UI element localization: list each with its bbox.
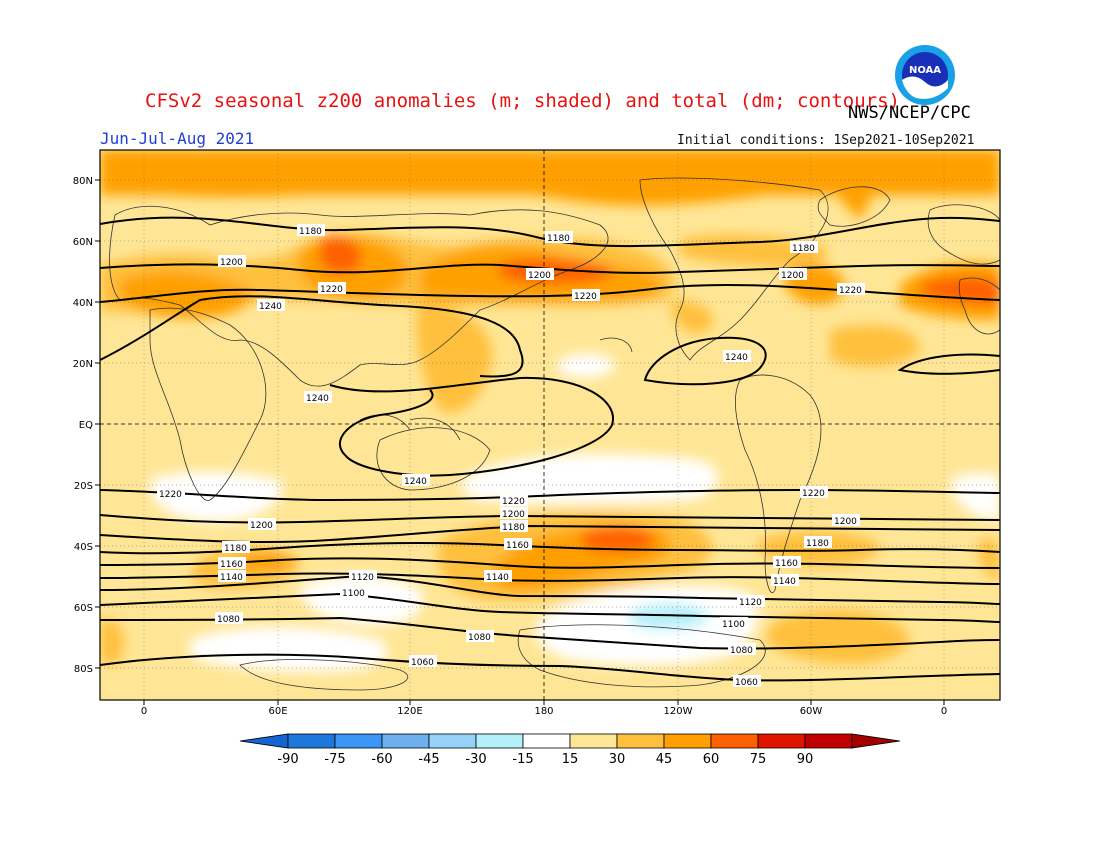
contour-label: 1180 (224, 544, 247, 554)
contour-label: 1100 (342, 589, 365, 599)
longitude-ticks (143, 700, 945, 705)
contour-label: 1220 (574, 292, 597, 302)
map-title: CFSv2 seasonal z200 anomalies (m; shaded… (145, 90, 900, 112)
lon-label: 60E (268, 706, 287, 717)
contour-label: 1120 (739, 598, 762, 608)
contour-label: 1200 (220, 258, 243, 268)
initial-conditions: Initial conditions: 1Sep2021-10Sep2021 (677, 133, 975, 148)
contour-label: 1060 (411, 658, 434, 668)
colorbar-label: -15 (512, 752, 533, 767)
lat-label: 60S (74, 603, 93, 614)
colorbar-label: -90 (277, 752, 298, 767)
colorbar-swatch (804, 733, 853, 749)
contour-label: 1160 (506, 541, 529, 551)
colorbar-label: -45 (418, 752, 439, 767)
lon-label: 180 (534, 706, 553, 717)
colorbar-swatch (757, 733, 806, 749)
colorbar-swatch (287, 733, 336, 749)
lat-label: 40S (74, 542, 93, 553)
contour-label: 1060 (735, 678, 758, 688)
colorbar-swatch (569, 733, 618, 749)
latitude-ticks (95, 179, 100, 669)
colorbar: -90 -75 -60 -45 -30 -15 15 30 45 60 75 90 (239, 733, 901, 767)
lon-label: 0 (141, 706, 147, 717)
colorbar-label: -75 (324, 752, 345, 767)
contour-label: 1200 (834, 517, 857, 527)
colorbar-label: 90 (797, 752, 814, 767)
contour-label: 1240 (725, 353, 748, 363)
colorbar-swatch (334, 733, 383, 749)
contour-label: 1200 (250, 521, 273, 531)
noaa-logo-icon: NOAA (895, 45, 955, 105)
contour-label: 1220 (320, 285, 343, 295)
height-contours (100, 216, 1000, 682)
lat-label: 80S (74, 664, 93, 675)
contour-label: 1140 (220, 573, 243, 583)
contour-label: 1240 (404, 477, 427, 487)
lon-label: 120E (397, 706, 422, 717)
lon-label: 60W (800, 706, 823, 717)
contour-label: 1080 (730, 646, 753, 656)
contour-label: 1100 (722, 620, 745, 630)
contour-label: 1160 (775, 559, 798, 569)
colorbar-label: 45 (656, 752, 673, 767)
contour-label: 1140 (773, 577, 796, 587)
colorbar-label: 15 (562, 752, 579, 767)
lon-label: 120W (664, 706, 693, 717)
map-frame (99, 149, 1001, 701)
forecast-period: Jun-Jul-Aug 2021 (100, 129, 255, 148)
contour-label: 1140 (486, 573, 509, 583)
colorbar-label: 30 (609, 752, 626, 767)
lat-label: 60N (73, 237, 93, 248)
colorbar-label: -60 (371, 752, 392, 767)
agency-label: NWS/NCEP/CPC (848, 103, 971, 123)
lat-label: EQ (79, 420, 93, 431)
contour-label: 1200 (528, 271, 551, 281)
colorbar-swatch (663, 733, 712, 749)
contour-label-group: 1180 1200 1220 1240 1180 1200 1220 1180 … (157, 224, 865, 688)
contour-label: 1180 (792, 244, 815, 254)
colorbar-min-arrow (239, 733, 289, 749)
colorbar-label: 60 (703, 752, 720, 767)
lat-label: 40N (73, 298, 93, 309)
contour-label: 1220 (839, 286, 862, 296)
noaa-logo-text: NOAA (909, 65, 941, 76)
colorbar-swatch (616, 733, 665, 749)
contour-label: 1160 (220, 560, 243, 570)
contour-label: 1220 (159, 490, 182, 500)
contour-label: 1240 (259, 302, 282, 312)
longitude-labels: 0 60E 120E 180 120W 60W 0 (141, 706, 947, 717)
contour-label: 1080 (468, 633, 491, 643)
contour-label: 1240 (306, 394, 329, 404)
contour-label: 1180 (806, 539, 829, 549)
contour-label: 1200 (781, 271, 804, 281)
lat-label: 20S (74, 481, 93, 492)
contour-label: 1220 (502, 497, 525, 507)
colorbar-max-arrow (851, 733, 901, 749)
latitude-labels: 80N 60N 40N 20N EQ 20S 40S 60S 80S (73, 176, 93, 675)
contour-label: 1180 (547, 234, 570, 244)
contour-label: 1200 (502, 510, 525, 520)
colorbar-label: -30 (465, 752, 486, 767)
colorbar-label: 75 (750, 752, 767, 767)
contour-label: 1180 (502, 523, 525, 533)
lon-label: 0 (941, 706, 947, 717)
lat-label: 20N (73, 359, 93, 370)
contour-label: 1120 (351, 573, 374, 583)
contour-label: 1180 (299, 227, 322, 237)
contour-label: 1080 (217, 615, 240, 625)
lat-label: 80N (73, 176, 93, 187)
colorbar-swatch (428, 733, 477, 749)
colorbar-swatch (475, 733, 524, 749)
colorbar-swatch (381, 733, 430, 749)
colorbar-swatch (522, 733, 571, 749)
contour-label: 1220 (802, 489, 825, 499)
colorbar-swatch (710, 733, 759, 749)
